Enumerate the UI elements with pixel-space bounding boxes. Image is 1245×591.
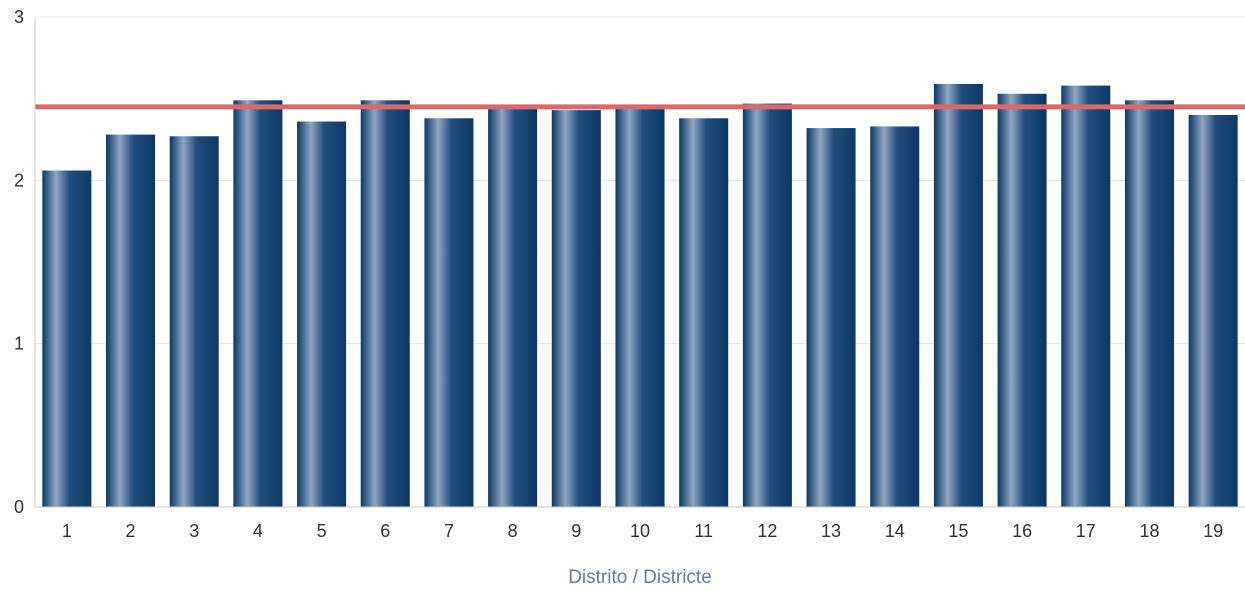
bar-district-18 — [1124, 100, 1174, 508]
bars — [42, 83, 1238, 508]
bar-district-13 — [806, 128, 856, 508]
bar-district-5 — [297, 121, 347, 508]
x-tick-label: 4 — [253, 521, 263, 541]
x-tick-label: 14 — [885, 521, 905, 541]
bar-district-14 — [870, 126, 920, 507]
bar-district-6 — [360, 100, 410, 508]
y-axis-ticks: 0 1 2 3 — [14, 7, 24, 517]
y-tick-label: 3 — [14, 7, 24, 27]
x-tick-label: 19 — [1203, 521, 1223, 541]
bar-district-16 — [997, 93, 1047, 508]
bar-district-9 — [551, 110, 601, 507]
x-tick-label: 5 — [317, 521, 327, 541]
x-tick-label: 15 — [948, 521, 968, 541]
x-tick-label: 1 — [62, 521, 72, 541]
x-tick-label: 7 — [444, 521, 454, 541]
x-tick-label: 12 — [757, 521, 777, 541]
bar-district-3 — [169, 136, 219, 507]
x-tick-label: 2 — [126, 521, 136, 541]
bar-district-10 — [615, 105, 665, 507]
y-tick-label: 1 — [14, 334, 24, 354]
y-tick-label: 2 — [14, 170, 24, 190]
x-tick-label: 17 — [1076, 521, 1096, 541]
x-tick-label: 10 — [630, 521, 650, 541]
bar-district-4 — [233, 100, 283, 508]
bar-district-15 — [933, 83, 983, 507]
x-tick-label: 8 — [508, 521, 518, 541]
x-tick-label: 13 — [821, 521, 841, 541]
x-tick-label: 16 — [1012, 521, 1032, 541]
x-tick-label: 9 — [571, 521, 581, 541]
bar-district-12 — [742, 103, 792, 508]
x-tick-label: 6 — [380, 521, 390, 541]
bar-district-19 — [1188, 115, 1238, 507]
bar-district-17 — [1061, 85, 1111, 507]
x-tick-label: 11 — [694, 521, 713, 541]
x-axis-title: Distrito / Districte — [568, 567, 712, 588]
x-tick-label: 18 — [1139, 521, 1159, 541]
bar-district-1 — [42, 170, 92, 508]
y-tick-label: 0 — [14, 497, 24, 517]
bar-district-8 — [488, 106, 538, 507]
x-tick-label: 3 — [189, 521, 199, 541]
bar-district-7 — [424, 118, 474, 508]
bar-district-2 — [106, 134, 156, 507]
x-axis-ticks: 1 2 3 4 5 6 7 8 9 10 11 12 13 14 15 16 17 18 19 — [62, 521, 1223, 541]
bar-district-11 — [679, 118, 729, 508]
